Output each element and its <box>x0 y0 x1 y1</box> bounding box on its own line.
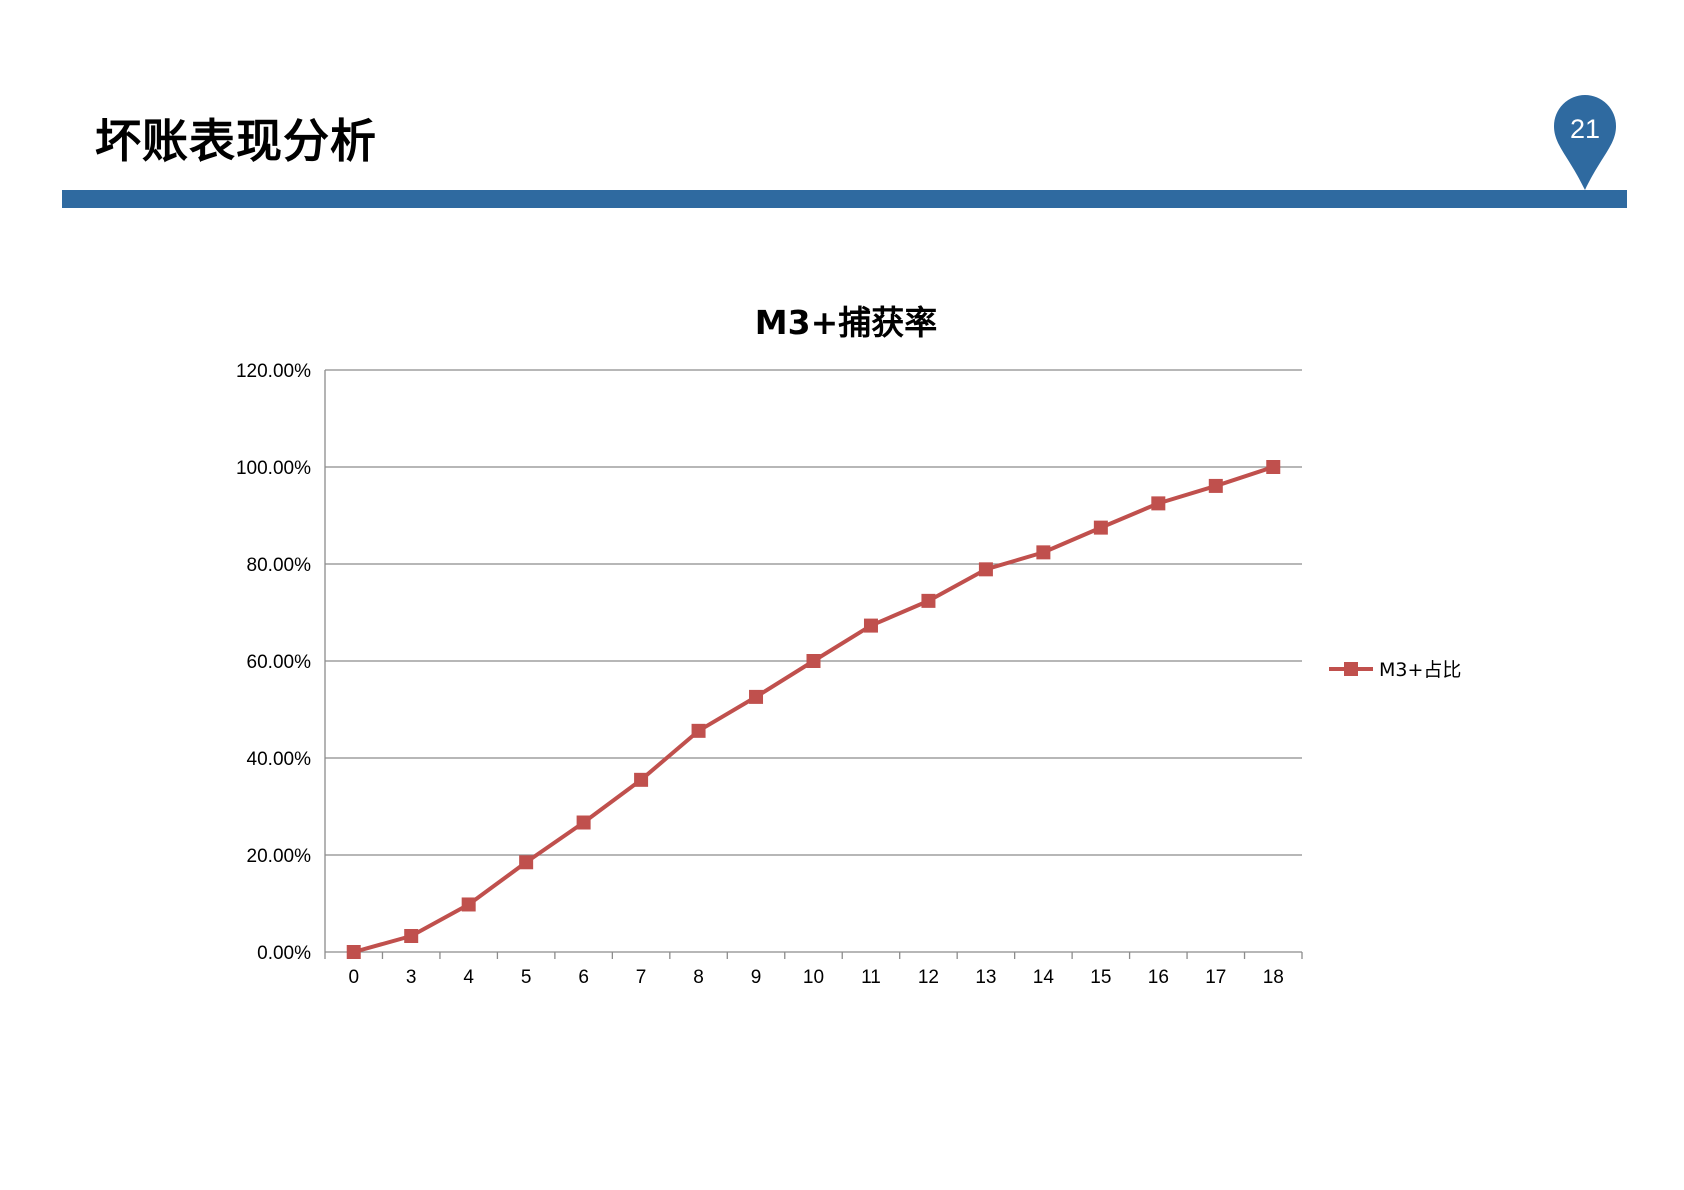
series-m3-share <box>346 460 1281 959</box>
x-tick-label: 11 <box>861 967 881 988</box>
series-line <box>353 465 1274 954</box>
page-marker-icon <box>1554 95 1616 190</box>
x-tick-label: 12 <box>918 967 939 988</box>
data-point-marker <box>1093 520 1108 535</box>
data-point-marker <box>921 593 936 608</box>
data-point-marker <box>691 723 706 738</box>
legend-marker-swatch <box>1344 662 1358 676</box>
chart-title: M3+捕获率 <box>755 303 937 342</box>
y-tick-label: 120.00% <box>236 361 311 382</box>
page-number: 21 <box>1569 114 1601 144</box>
data-point-marker <box>1266 460 1281 474</box>
data-point-marker <box>461 897 476 912</box>
data-point-marker <box>749 689 764 704</box>
title-underline-bar <box>62 190 1627 208</box>
data-point-marker <box>519 855 534 870</box>
y-tick-label: 0.00% <box>257 943 311 964</box>
data-point-marker <box>404 928 419 943</box>
data-point-marker <box>978 562 993 577</box>
data-point-marker <box>863 618 878 633</box>
x-tick-label: 16 <box>1148 967 1169 988</box>
legend-label: M3+占比 <box>1379 659 1461 681</box>
data-point-marker <box>1208 478 1223 493</box>
legend: M3+占比 <box>1329 659 1461 681</box>
x-tick-label: 10 <box>803 967 824 988</box>
x-tick-label: 4 <box>463 967 474 988</box>
y-tick-label: 40.00% <box>247 749 312 770</box>
y-axis-tick-labels: 0.00% 20.00% 40.00% 60.00% 80.00% 100.00% 120.… <box>236 361 311 964</box>
data-point-marker <box>1036 545 1051 560</box>
x-tick-label: 17 <box>1205 967 1226 988</box>
data-point-marker <box>346 945 361 959</box>
axes <box>324 370 1303 959</box>
x-tick-label: 18 <box>1263 967 1284 988</box>
x-tick-label: 6 <box>578 967 589 988</box>
y-tick-label: 100.00% <box>236 458 311 479</box>
x-tick-label: 13 <box>975 967 996 988</box>
x-tick-label: 0 <box>348 967 359 988</box>
y-tick-label: 80.00% <box>247 555 312 576</box>
x-tick-label: 14 <box>1033 967 1055 988</box>
grid-lines <box>325 369 1302 856</box>
data-point-marker <box>1151 496 1166 511</box>
slide-title: 坏账表现分析 <box>95 114 377 168</box>
data-point-marker <box>634 772 649 787</box>
data-point-marker <box>806 654 821 668</box>
y-tick-label: 60.00% <box>247 652 312 673</box>
x-axis-tick-labels: 0 3 4 5 6 7 8 9 10 11 12 13 14 15 16 17 18 <box>348 967 1283 988</box>
y-tick-label: 20.00% <box>247 846 312 867</box>
x-tick-label: 9 <box>751 967 762 988</box>
x-tick-label: 3 <box>406 967 417 988</box>
x-tick-label: 5 <box>521 967 532 988</box>
x-tick-label: 15 <box>1090 967 1111 988</box>
x-tick-label: 7 <box>636 967 647 988</box>
x-tick-label: 8 <box>693 967 704 988</box>
data-point-marker <box>576 815 591 830</box>
